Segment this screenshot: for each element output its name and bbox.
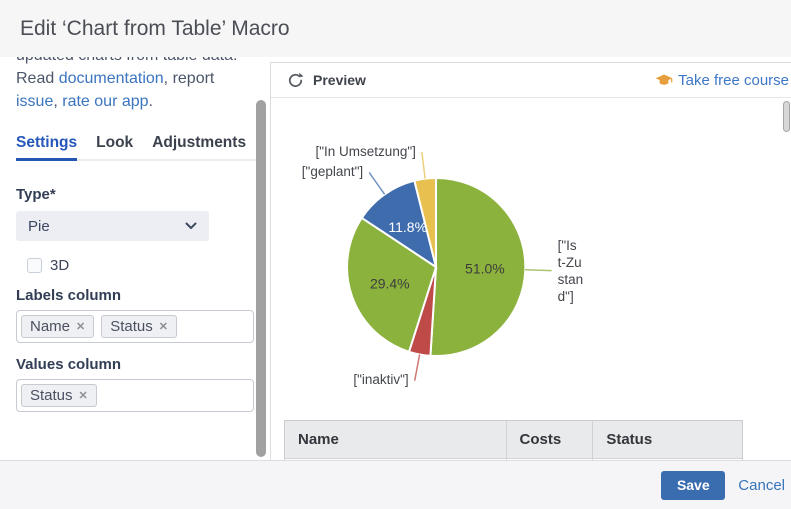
- labels-column-input[interactable]: Name ✕ Status ✕: [16, 310, 254, 343]
- threed-label: 3D: [50, 257, 70, 274]
- intro-line: Read documentation, report: [16, 67, 249, 90]
- intro-link[interactable]: documentation: [58, 70, 164, 87]
- intro-text-part: Read: [16, 70, 59, 87]
- pie-percent-label: 29.4%: [370, 275, 410, 291]
- tag-remove-icon[interactable]: ✕: [78, 390, 88, 402]
- type-select-value: Pie: [28, 217, 50, 235]
- tab-settings[interactable]: Settings: [16, 134, 78, 161]
- tab-adjustments[interactable]: Adjustments: [152, 134, 247, 151]
- intro-link[interactable]: rate our app: [62, 93, 149, 110]
- tag-remove-icon[interactable]: ✕: [76, 321, 86, 333]
- dialog-titlebar: Edit ‘Chart from Table’ Macro: [0, 0, 791, 57]
- preview-title: Preview: [313, 72, 366, 88]
- tag-name: Name ✕: [21, 315, 95, 338]
- pie-callout-label-1: ["inaktiv"]: [353, 372, 409, 388]
- tag-status: Status ✕: [101, 315, 177, 338]
- sidebar-scrollbar[interactable]: [256, 100, 266, 457]
- preview-panel: Preview Take free course 51.0% 29.4% 11.8%…: [270, 62, 791, 460]
- graduation-cap-icon: [655, 74, 673, 85]
- threed-row: 3D: [27, 257, 249, 274]
- type-select[interactable]: Pie: [16, 211, 209, 241]
- table-row: [285, 458, 742, 460]
- settings-sidebar: updated charts from table data. Read docu…: [0, 57, 257, 460]
- labels-column-label: Labels column: [16, 287, 122, 304]
- values-column-label: Values column: [16, 356, 122, 373]
- table-header-name: Name: [285, 421, 507, 458]
- pie-chart: 51.0% 29.4% 11.8%: [346, 152, 552, 381]
- pie-callout-line: [413, 354, 421, 381]
- intro-link[interactable]: issue: [16, 93, 54, 110]
- pie-callout-line: [421, 152, 426, 179]
- tab-bar: Settings Look Adjustments: [16, 134, 256, 161]
- intro-line: updated charts from table data.: [16, 57, 249, 67]
- tab-look[interactable]: Look: [96, 134, 134, 151]
- tag-label: Name: [30, 318, 71, 335]
- preview-chart-area: 51.0% 29.4% 11.8% ["Is t-Zu stan d"] ["inaktiv…: [271, 98, 791, 460]
- pie-callout-line: [368, 172, 386, 195]
- table-cell: [285, 459, 507, 460]
- threed-checkbox[interactable]: [27, 258, 42, 273]
- dialog-footer: Save Cancel: [0, 460, 791, 509]
- pie-slice-2: [346, 216, 438, 354]
- intro-text-part: , report: [163, 70, 215, 87]
- tag-label: Status: [110, 318, 153, 335]
- pie-callout-label-3: ["geplant"]: [301, 164, 364, 180]
- intro-text-part: .: [148, 93, 153, 110]
- intro-text-part: updated charts from table data.: [16, 57, 237, 64]
- tag-status: Status ✕: [21, 384, 97, 407]
- table-cell: [507, 459, 594, 460]
- intro-text-part: ,: [53, 93, 63, 110]
- take-free-course-link[interactable]: Take free course: [655, 72, 789, 89]
- table-header-costs: Costs: [507, 421, 594, 458]
- dialog-title: Edit ‘Chart from Table’ Macro: [20, 17, 290, 40]
- pie-percent-label: 11.8%: [388, 219, 427, 235]
- tag-remove-icon[interactable]: ✕: [158, 321, 168, 333]
- save-button[interactable]: Save: [661, 470, 726, 500]
- preview-header: Preview Take free course: [271, 63, 791, 98]
- intro-line: issue, rate our app.: [16, 90, 249, 113]
- pie-percent-label: 51.0%: [465, 261, 505, 277]
- take-free-course-label: Take free course: [678, 71, 789, 89]
- pie-callout-line: [524, 269, 552, 272]
- cancel-button[interactable]: Cancel: [738, 476, 785, 494]
- intro-text: updated charts from table data. Read docu…: [16, 57, 249, 113]
- source-table: Name Costs Status: [284, 420, 743, 460]
- preview-scrollbar[interactable]: [783, 101, 790, 132]
- pie-callout-label-0: ["Is t-Zu stan d"]: [557, 237, 584, 304]
- values-column-input[interactable]: Status ✕: [16, 379, 254, 412]
- pie-callout-label-4: ["In Umsetzung"]: [315, 143, 416, 159]
- type-label: Type*: [16, 186, 56, 203]
- chevron-down-icon: [185, 222, 197, 229]
- refresh-icon[interactable]: [287, 72, 304, 89]
- tag-label: Status: [30, 387, 73, 404]
- pie-slice-3: [360, 179, 438, 270]
- table-header-row: Name Costs Status: [285, 421, 742, 458]
- table-header-status: Status: [606, 431, 653, 448]
